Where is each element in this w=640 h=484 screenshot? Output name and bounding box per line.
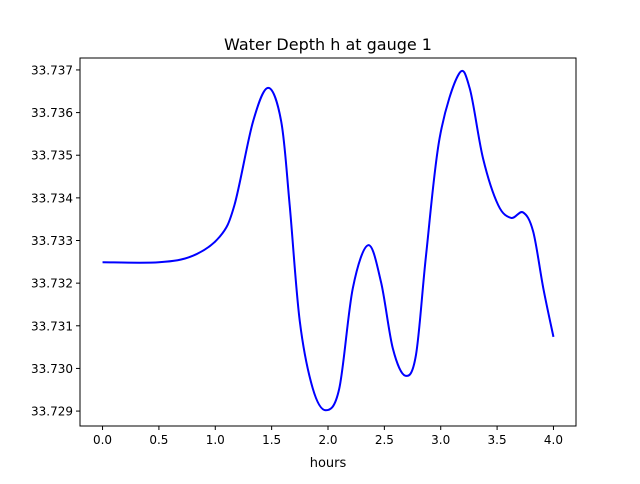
y-tick-label: 33.737	[31, 63, 73, 77]
x-tick-label: 4.0	[544, 433, 563, 447]
x-tick-label: 0.0	[93, 433, 112, 447]
x-axis-label: hours	[310, 456, 347, 471]
x-tick-label: 0.5	[149, 433, 168, 447]
y-tick-label: 33.731	[31, 319, 73, 333]
x-tick-label: 2.5	[375, 433, 394, 447]
x-tick-label: 3.5	[488, 433, 507, 447]
chart-title: Water Depth h at gauge 1	[224, 35, 432, 54]
y-tick-label: 33.730	[31, 362, 73, 376]
x-tick-label: 1.5	[262, 433, 281, 447]
plot-frame	[79, 57, 577, 427]
x-tick-label: 1.0	[206, 433, 225, 447]
x-tick-label: 3.0	[431, 433, 450, 447]
y-tick-label: 33.735	[31, 149, 73, 163]
series-line-h	[102, 69, 555, 412]
y-tick-label: 33.734	[31, 191, 73, 205]
x-tick-label: 2.0	[318, 433, 337, 447]
y-tick-label: 33.733	[31, 234, 73, 248]
y-tick-label: 33.732	[31, 277, 73, 291]
y-tick-label: 33.736	[31, 106, 73, 120]
y-tick-label: 33.729	[31, 405, 73, 419]
